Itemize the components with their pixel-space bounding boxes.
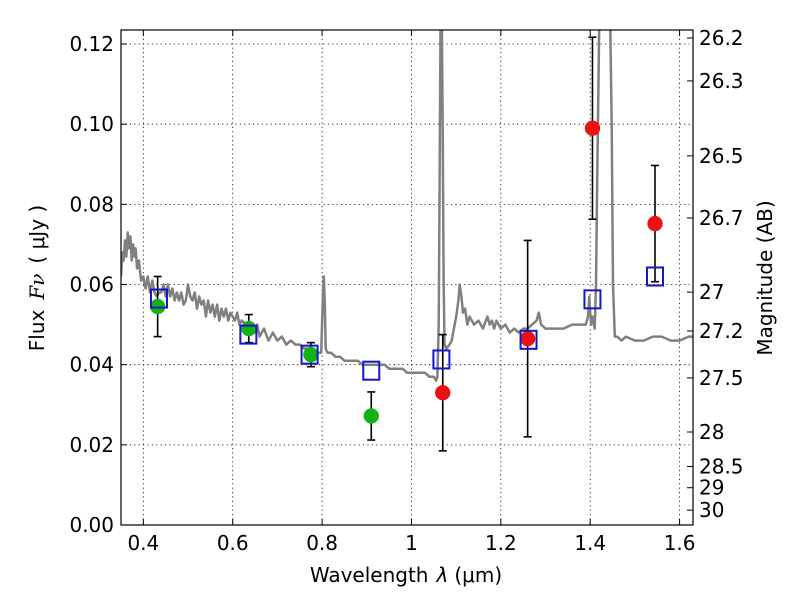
- mag-tick-label: 27.5: [699, 366, 744, 390]
- data-point: [241, 320, 257, 337]
- x-tick-label: 1: [405, 531, 418, 555]
- x-tick-label: 0.6: [217, 531, 249, 555]
- x-tick-label: 1.4: [574, 531, 606, 555]
- y-tick-label: 0.06: [69, 273, 114, 297]
- model-square: [362, 360, 381, 381]
- data-point: [647, 215, 663, 232]
- mag-tick-label: 30: [699, 498, 724, 522]
- data-point: [435, 384, 451, 401]
- x-axis-label: Wavelength λ (μm): [310, 563, 502, 587]
- mag-tick-label: 26.5: [699, 144, 744, 168]
- model-square: [583, 289, 602, 310]
- model-square: [149, 288, 168, 309]
- x-tick-label: 0.8: [306, 531, 338, 555]
- data-point: [584, 120, 601, 136]
- data-point: [303, 346, 319, 363]
- spectrum-line: [121, 30, 693, 382]
- mag-tick-label: 28.5: [699, 454, 744, 478]
- axis-ticks: 0.4 0.6 0.8 1 1.2 1.4 1.6 0.00 0.02 0.04 0.06 0.08 0…: [69, 26, 743, 555]
- y2-axis-label: Magnitude (AB): [753, 200, 777, 355]
- model-square: [239, 324, 258, 345]
- x-tick-label: 1.2: [485, 531, 517, 555]
- mag-tick-label: 26.3: [699, 69, 744, 93]
- model-square: [300, 344, 319, 365]
- mag-tick-label: 28: [699, 420, 724, 444]
- y-tick-label: 0.10: [69, 112, 114, 136]
- y-axis-label: FluxFν( μJy ): [25, 205, 49, 351]
- y-tick-label: 0.08: [69, 192, 114, 216]
- model-square: [432, 349, 451, 370]
- y-tick-label: 0.04: [69, 353, 114, 377]
- data-markers: [149, 120, 665, 424]
- mag-tick-label: 29: [699, 476, 724, 500]
- x-tick-label: 0.4: [127, 531, 159, 555]
- model-square: [519, 329, 538, 350]
- y-tick-label: 0.02: [69, 433, 114, 457]
- plot-frame: [120, 29, 694, 526]
- mag-tick-label: 27.2: [699, 319, 744, 343]
- mag-tick-label: 27: [699, 280, 724, 304]
- error-bars: [153, 36, 660, 452]
- spectrum-series: [121, 30, 693, 382]
- y-tick-label: 0.12: [69, 32, 114, 56]
- y-tick-label: 0.00: [69, 513, 114, 537]
- model-square: [646, 266, 665, 287]
- grid-lines: [121, 30, 693, 526]
- mag-tick-label: 26.7: [699, 206, 744, 230]
- mag-tick-label: 26.2: [699, 26, 744, 50]
- x-tick-label: 1.6: [664, 531, 696, 555]
- data-point: [519, 330, 536, 347]
- data-point: [363, 408, 379, 424]
